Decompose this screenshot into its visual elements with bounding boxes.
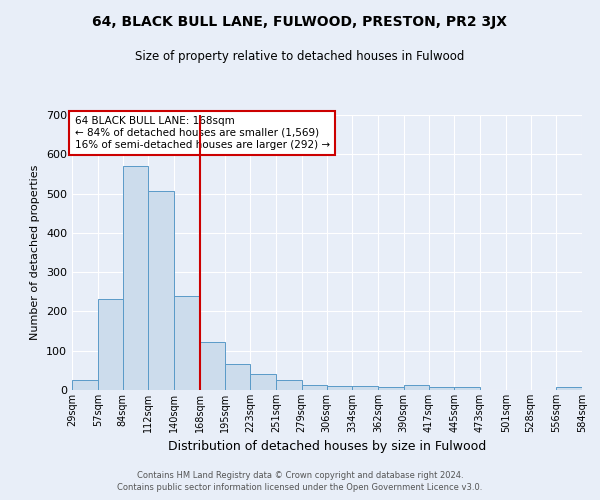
Bar: [404, 386, 428, 390]
Bar: [148, 191, 174, 390]
Bar: [276, 380, 302, 390]
Bar: [326, 386, 352, 390]
Bar: [556, 387, 582, 390]
Bar: [428, 387, 454, 390]
Text: Contains HM Land Registry data © Crown copyright and database right 2024.: Contains HM Land Registry data © Crown c…: [137, 471, 463, 480]
Text: 64 BLACK BULL LANE: 168sqm
← 84% of detached houses are smaller (1,569)
16% of s: 64 BLACK BULL LANE: 168sqm ← 84% of deta…: [74, 116, 329, 150]
Text: Size of property relative to detached houses in Fulwood: Size of property relative to detached ho…: [136, 50, 464, 63]
Text: Contains public sector information licensed under the Open Government Licence v3: Contains public sector information licen…: [118, 484, 482, 492]
Bar: [302, 385, 326, 390]
Bar: [72, 380, 98, 390]
Bar: [122, 166, 148, 390]
Text: 64, BLACK BULL LANE, FULWOOD, PRESTON, PR2 3JX: 64, BLACK BULL LANE, FULWOOD, PRESTON, P…: [92, 15, 508, 29]
Bar: [174, 296, 200, 390]
Bar: [250, 374, 276, 390]
Bar: [200, 342, 224, 390]
Y-axis label: Number of detached properties: Number of detached properties: [31, 165, 40, 340]
Bar: [224, 364, 250, 390]
Bar: [454, 387, 480, 390]
Bar: [352, 386, 378, 390]
X-axis label: Distribution of detached houses by size in Fulwood: Distribution of detached houses by size …: [168, 440, 486, 454]
Bar: [98, 299, 122, 390]
Bar: [378, 387, 404, 390]
